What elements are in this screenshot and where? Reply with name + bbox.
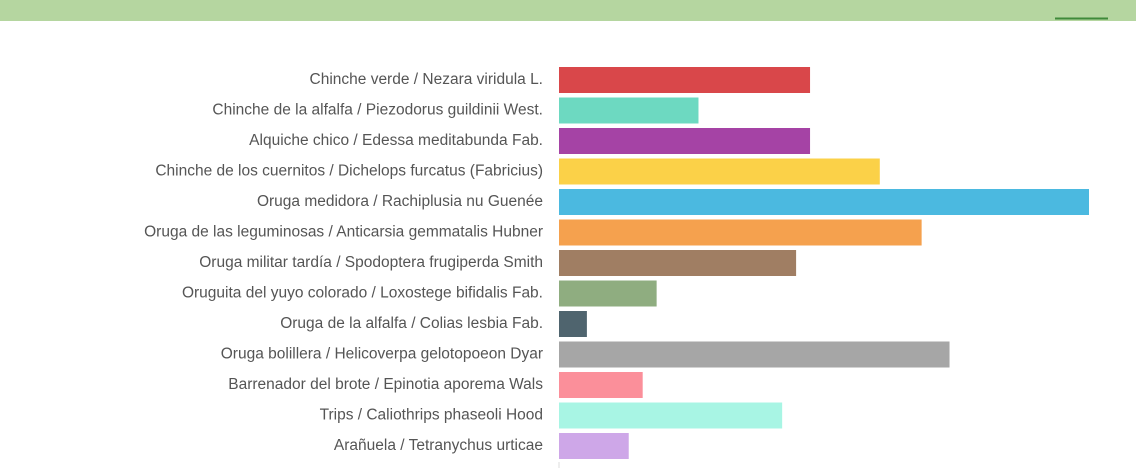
bar	[559, 433, 629, 459]
bar	[559, 128, 811, 154]
category-label: Oruga de la alfalfa / Colias lesbia Fab.	[280, 315, 543, 332]
category-label: Oruga medidora / Rachiplusia nu Guenée	[257, 193, 543, 210]
bar	[559, 402, 783, 429]
header-bar	[0, 0, 1136, 21]
category-label: Chinche verde / Nezara viridula L.	[310, 71, 543, 88]
bar	[559, 97, 699, 124]
bar	[559, 372, 643, 398]
category-label: Oruga militar tardía / Spodoptera frugip…	[199, 254, 543, 271]
category-label: Oruga bolillera / Helicoverpa gelotopoeo…	[221, 346, 543, 363]
bar	[559, 158, 880, 185]
category-label: Trips / Caliothrips phaseoli Hood	[320, 407, 543, 424]
bar	[559, 311, 587, 337]
category-label: Chinche de los cuernitos / Dichelops fur…	[155, 163, 543, 180]
category-label: Barrenador del brote / Epinotia aporema …	[228, 376, 543, 393]
category-label: Oruga de las leguminosas / Anticarsia ge…	[144, 224, 543, 241]
category-label: Oruguita del yuyo colorado / Loxostege b…	[182, 285, 543, 302]
bar	[559, 250, 797, 276]
category-label: Alquiche chico / Edessa meditabunda Fab.	[249, 132, 543, 149]
bar	[559, 219, 922, 246]
bar	[559, 280, 657, 307]
bar	[559, 341, 950, 368]
bar	[559, 189, 1089, 215]
bar	[559, 67, 811, 93]
category-label: Chinche de la alfalfa / Piezodorus guild…	[212, 102, 543, 119]
category-label: Arañuela / Tetranychus urticae	[334, 437, 543, 454]
